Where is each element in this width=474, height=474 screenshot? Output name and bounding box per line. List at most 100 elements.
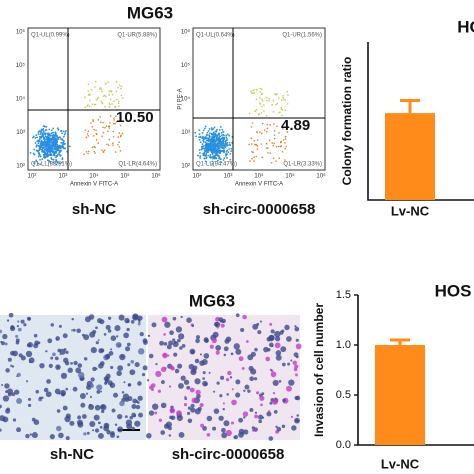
dot [221,128,224,131]
dot [284,138,287,140]
cell [160,430,166,435]
dot [253,139,256,142]
cell [191,324,195,328]
cell [253,377,258,381]
cell [31,432,38,439]
dot [255,98,258,101]
cell [271,345,274,348]
dot [46,140,49,143]
dot [120,85,123,88]
cell [183,379,190,385]
cell [76,419,83,426]
cell [178,333,185,340]
dot [41,135,43,138]
dot [37,133,40,135]
dot [257,113,260,116]
cell [127,396,133,402]
cell [23,323,27,327]
dot [212,137,214,140]
dot [252,151,255,154]
dot [46,154,49,157]
dot [37,131,40,134]
cell [272,391,276,395]
dot [90,88,93,91]
dot [93,128,95,131]
dot [48,160,51,162]
dot [44,149,46,152]
cell [89,331,96,338]
cell [295,343,302,350]
dot [95,138,98,141]
dot [220,161,223,164]
cell [73,360,78,366]
dot [58,162,61,165]
cell [43,387,49,393]
dot [259,131,261,134]
cell [249,376,255,382]
cell [290,359,293,362]
dot [223,134,225,137]
dot [202,152,204,155]
dot [212,127,215,130]
cell [235,392,241,398]
dot [51,147,54,150]
x-tick-label: 10³ [224,174,233,180]
dot [206,131,209,134]
cell [272,379,279,387]
cell [105,324,111,330]
dot [60,138,63,141]
cell [130,320,135,324]
dot [44,129,47,132]
cell [71,329,74,332]
cell [105,353,111,359]
cell [274,336,281,342]
dot [87,130,90,133]
dot [207,143,210,146]
dot [213,139,215,142]
cell [114,423,118,426]
cell [41,396,44,399]
cell [97,339,100,342]
dot [104,82,107,85]
cell [195,338,200,344]
dot [58,136,61,139]
cell [154,411,158,415]
dot [39,130,42,133]
cell [148,410,155,416]
dot [117,102,120,105]
dot [49,139,52,142]
dot [204,150,207,153]
dot [213,126,216,129]
cell [163,333,166,336]
dot [61,132,63,135]
cell [52,352,56,357]
cell [107,329,112,333]
cell [60,389,67,396]
dot [252,89,254,92]
dot [259,97,261,99]
dot [98,88,101,90]
cell [58,432,64,439]
dot [95,98,98,101]
cell [88,403,92,407]
cell [80,402,86,408]
cell [117,426,124,433]
dot [285,135,287,138]
dot [47,144,50,147]
dot [107,81,110,83]
cell [281,362,286,367]
x-tick-label: 10² [28,174,37,180]
cell [90,377,95,382]
dot [52,144,54,147]
cell [268,335,275,342]
apoptosis-value: 10.50 [116,109,154,126]
dot [250,137,253,139]
cell [146,379,150,382]
cell [293,352,299,358]
cell [259,395,265,401]
dot [41,143,44,145]
x-tick-label: 10⁴ [89,173,99,180]
dot [286,103,289,105]
dot [285,145,287,148]
dot [207,154,210,157]
